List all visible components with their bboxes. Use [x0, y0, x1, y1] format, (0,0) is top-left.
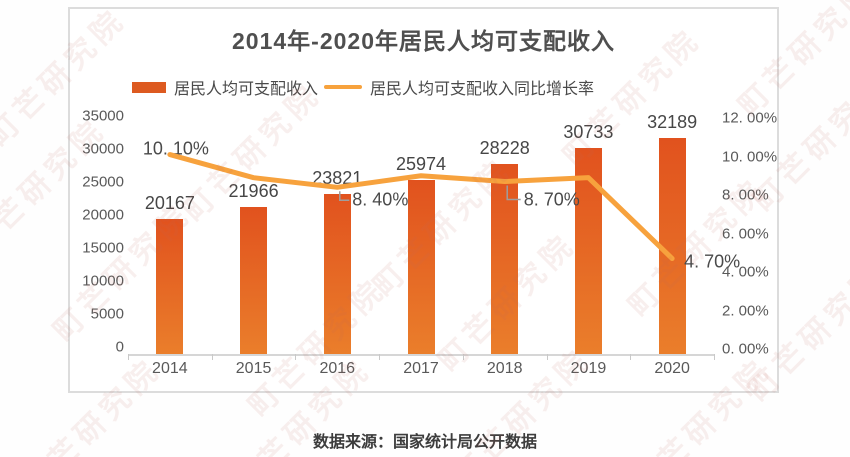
- right-axis-tick: 6. 00%: [722, 225, 769, 242]
- legend: 居民人均可支配收入 居民人均可支配收入同比增长率: [132, 75, 594, 99]
- line-series-swatch-icon: [324, 85, 363, 89]
- left-axis-tick: 5000: [90, 305, 124, 323]
- bar-series-swatch-icon: [132, 81, 166, 93]
- right-axis-tick: 8. 00%: [722, 186, 769, 204]
- bar-2016: [323, 194, 351, 354]
- bar-2015: [240, 206, 268, 354]
- bar-2017: [407, 179, 435, 354]
- right-axis-tick: 4. 00%: [722, 263, 769, 281]
- x-axis-label-2014: 2014: [152, 360, 188, 377]
- legend-item-line: 居民人均可支配收入同比增长率: [324, 75, 594, 99]
- bar-2020: [658, 137, 686, 354]
- left-axis-tick: 0: [115, 338, 124, 356]
- x-axis-tickmark: [379, 354, 381, 360]
- right-axis-tick: 12. 00%: [722, 109, 778, 127]
- x-axis-tickmark: [630, 354, 632, 360]
- left-axis-tick: 20000: [82, 206, 124, 224]
- left-axis-tick: 25000: [82, 173, 124, 191]
- x-axis-line: [128, 354, 714, 356]
- bar-value-2017: 25974: [395, 153, 447, 174]
- x-axis-tickmark: [128, 354, 129, 360]
- right-axis-tick: 10. 00%: [722, 148, 778, 165]
- right-axis-tick: 0. 00%: [722, 340, 769, 358]
- legend-item-bar: 居民人均可支配收入: [132, 75, 318, 99]
- left-axis-tick: 30000: [82, 140, 124, 158]
- source-note: 数据来源：国家统计局公开数据: [312, 434, 537, 451]
- bar-value-2019: 30733: [563, 121, 614, 142]
- chart-panel: 2014年-2020年居民人均可支配收入 居民人均可支配收入 居民人均可支配收入…: [68, 7, 779, 393]
- bar-value-2018: 28228: [479, 138, 530, 159]
- line-point-label-2020: 4. 70%: [684, 251, 741, 272]
- chart-title: 2014年-2020年居民人均可支配收入: [232, 28, 615, 54]
- x-axis-tickmark: [546, 354, 548, 360]
- line-point-label-2018: 8. 70%: [523, 189, 580, 210]
- x-axis-label-2020: 2020: [654, 360, 690, 377]
- right-axis-tick: 2. 00%: [722, 302, 769, 319]
- line-point-label-2016: 8. 40%: [352, 189, 409, 210]
- bar-2014: [156, 218, 184, 354]
- x-axis-tickmark: [462, 354, 464, 360]
- x-axis-label-2016: 2016: [319, 360, 356, 377]
- x-axis-label-2018: 2018: [486, 360, 523, 377]
- bar-value-2016: 23821: [312, 168, 363, 189]
- left-axis-tick: 35000: [82, 107, 124, 125]
- x-axis-tickmark: [211, 354, 213, 360]
- bar-value-2015: 21966: [228, 180, 279, 201]
- x-axis-label-2015: 2015: [235, 360, 272, 377]
- x-axis-tickmark: [295, 354, 297, 360]
- bar-value-2014: 20167: [144, 192, 195, 213]
- legend-line-label: 居民人均可支配收入同比增长率: [370, 81, 595, 98]
- bar-2019: [574, 147, 602, 354]
- bar-2018: [491, 164, 519, 354]
- x-axis-label-2019: 2019: [570, 360, 607, 377]
- left-axis-tick: 15000: [82, 239, 124, 257]
- line-point-label-2014: 10. 10%: [142, 138, 209, 159]
- left-axis-tick: 10000: [82, 272, 124, 290]
- x-axis-label-2017: 2017: [403, 360, 439, 377]
- bar-value-2020: 32189: [647, 111, 698, 132]
- legend-bar-label: 居民人均可支配收入: [174, 81, 319, 98]
- x-axis-tickmark: [714, 354, 715, 360]
